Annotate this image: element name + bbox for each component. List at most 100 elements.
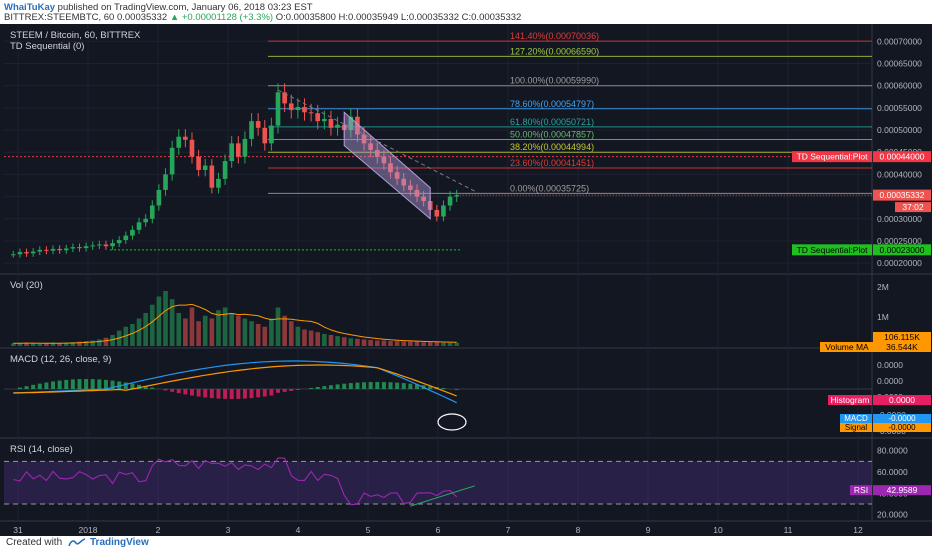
signal-value-text: -0.0000: [888, 423, 916, 432]
candle-body: [156, 189, 162, 206]
volume-bar: [77, 341, 82, 346]
volume-bar: [381, 340, 387, 346]
macd-histogram-bar: [103, 379, 108, 389]
macd-histogram-bar: [256, 389, 261, 398]
time-tick-label: 11: [784, 525, 793, 535]
volume-bar: [249, 321, 254, 346]
macd-histogram-bar: [190, 389, 194, 396]
price-change: ▲ +0.00001128 (+3.3%): [169, 12, 274, 23]
volume-bar: [447, 342, 453, 346]
macd-histogram-bar: [395, 382, 400, 389]
macd-histogram-bar: [123, 382, 128, 389]
volume-bar: [196, 321, 201, 346]
macd-histogram-bar: [381, 382, 386, 389]
macd-histogram-bar: [37, 383, 42, 389]
volume-bar: [183, 318, 188, 346]
volume-bar: [401, 341, 407, 346]
volume-panel-title: Vol (20): [10, 280, 43, 291]
time-tick-label: 7: [506, 525, 511, 535]
candle-body: [368, 143, 373, 150]
macd-value-text: -0.0000: [888, 414, 916, 423]
volume-bar: [189, 307, 195, 346]
volume-bar: [37, 343, 43, 346]
candle-body: [130, 229, 135, 236]
time-tick-label: 9: [646, 525, 651, 535]
macd-histogram-bar: [209, 389, 214, 399]
volume-bar: [427, 342, 433, 346]
candle-body: [242, 138, 248, 157]
candle-body: [388, 163, 393, 173]
trendline-dashed[interactable]: [277, 89, 477, 193]
published-text: published on TradingView.com, January 06…: [57, 2, 313, 13]
macd-histogram-bar: [249, 389, 254, 399]
tradingview-brand[interactable]: TradingView: [90, 537, 149, 548]
volume-bar: [315, 332, 321, 346]
price-tick-label: 0.00025000: [877, 236, 922, 246]
macd-histogram-bar: [276, 389, 280, 393]
signal-name-text: Signal: [845, 423, 867, 432]
td-resistance-plot-label-badge-text: TD Sequential:Plot: [797, 152, 869, 162]
time-tick-label: 31: [13, 525, 23, 535]
chart-canvas[interactable]: 0.00070000 0.00065000 0.00060000 0.00055000…: [0, 24, 932, 536]
candle-body: [441, 205, 446, 217]
td-support-value-badge-text: 0.00023000: [880, 245, 925, 255]
candle-body: [196, 156, 201, 170]
candle-body: [361, 134, 367, 144]
candle-body: [295, 106, 301, 111]
td-support-plot-label-badge-text: TD Sequential:Plot: [797, 245, 869, 255]
symbol-label: BITTREX:STEEMBTC, 60: [4, 12, 115, 23]
price-tick-label: 0.00050000: [877, 125, 922, 135]
candle-body: [322, 118, 327, 122]
candle-body: [216, 178, 221, 188]
macd-histogram-bar: [368, 382, 373, 389]
macd-histogram-bar: [130, 383, 135, 389]
price-tick-label: 0.00020000: [877, 258, 922, 268]
time-tick-label: 2018: [79, 525, 98, 535]
candle-body: [374, 150, 380, 157]
candle-body: [315, 113, 321, 122]
time-tick-label: 2: [156, 525, 161, 535]
volume-bar: [202, 315, 208, 346]
macd-histogram-bar: [348, 383, 353, 389]
candle-body: [335, 124, 340, 128]
volume-bar: [434, 342, 440, 346]
td-resistance-value-badge: [873, 151, 931, 163]
macd-histogram-bar: [183, 389, 188, 395]
volume-bar: [335, 336, 340, 346]
fib-level-label: 61.80%(0.00050721): [510, 117, 594, 127]
volume-bar: [368, 339, 373, 346]
countdown-badge: [895, 202, 931, 213]
last-price-text: 0.00035332: [116, 12, 168, 23]
rsi-name-text: RSI: [854, 485, 868, 495]
fib-level-label: 127.20%(0.00066590): [510, 46, 599, 56]
macd-histogram-bar: [309, 387, 314, 389]
volume-bar: [156, 296, 162, 346]
macd-histogram-bar: [110, 380, 115, 389]
candle-body: [401, 178, 407, 186]
fib-level-label: 100.00%(0.00059990): [510, 76, 599, 86]
volume-bar: [30, 343, 36, 346]
candle-body: [262, 127, 268, 144]
last-price-badge: [873, 189, 931, 201]
candle-body: [189, 139, 195, 157]
macd-cross-annotation[interactable]: [437, 413, 467, 431]
price-tick-label: 0.00070000: [877, 36, 922, 46]
descending-channel[interactable]: [343, 111, 431, 220]
chart-area[interactable]: 0.00070000 0.00065000 0.00060000 0.00055000…: [0, 24, 932, 536]
volume-bar: [90, 340, 96, 346]
macd-histogram-bar: [84, 379, 89, 389]
fib-level-label: 78.60%(0.00054797): [510, 99, 594, 109]
signal-name-badge: [840, 423, 872, 432]
author-link[interactable]: WhaiTuKay: [4, 2, 56, 13]
volume-bar: [136, 318, 142, 346]
candle-body: [229, 143, 235, 162]
candle-body: [183, 136, 188, 140]
volume-bar: [374, 340, 380, 346]
macd-tick-label: 0.0000: [877, 376, 903, 386]
volume-bar: [110, 335, 115, 346]
ohlc-text: O:0.00035800 H:0.00035949 L:0.00035332 C…: [275, 12, 522, 23]
macd-histogram-bar: [44, 382, 49, 389]
volume-bar: [322, 333, 327, 346]
rsi-trendline[interactable]: [410, 485, 475, 507]
candle-body: [77, 247, 82, 249]
